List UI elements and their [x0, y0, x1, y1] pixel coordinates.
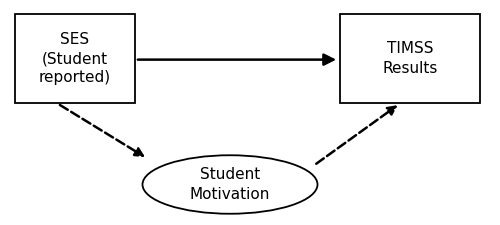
Ellipse shape — [142, 155, 318, 214]
Text: TIMSS
Results: TIMSS Results — [382, 41, 438, 76]
FancyBboxPatch shape — [340, 14, 480, 104]
FancyBboxPatch shape — [15, 14, 135, 104]
Text: SES
(Student
reported): SES (Student reported) — [39, 32, 111, 85]
Text: Student
Motivation: Student Motivation — [190, 167, 270, 202]
